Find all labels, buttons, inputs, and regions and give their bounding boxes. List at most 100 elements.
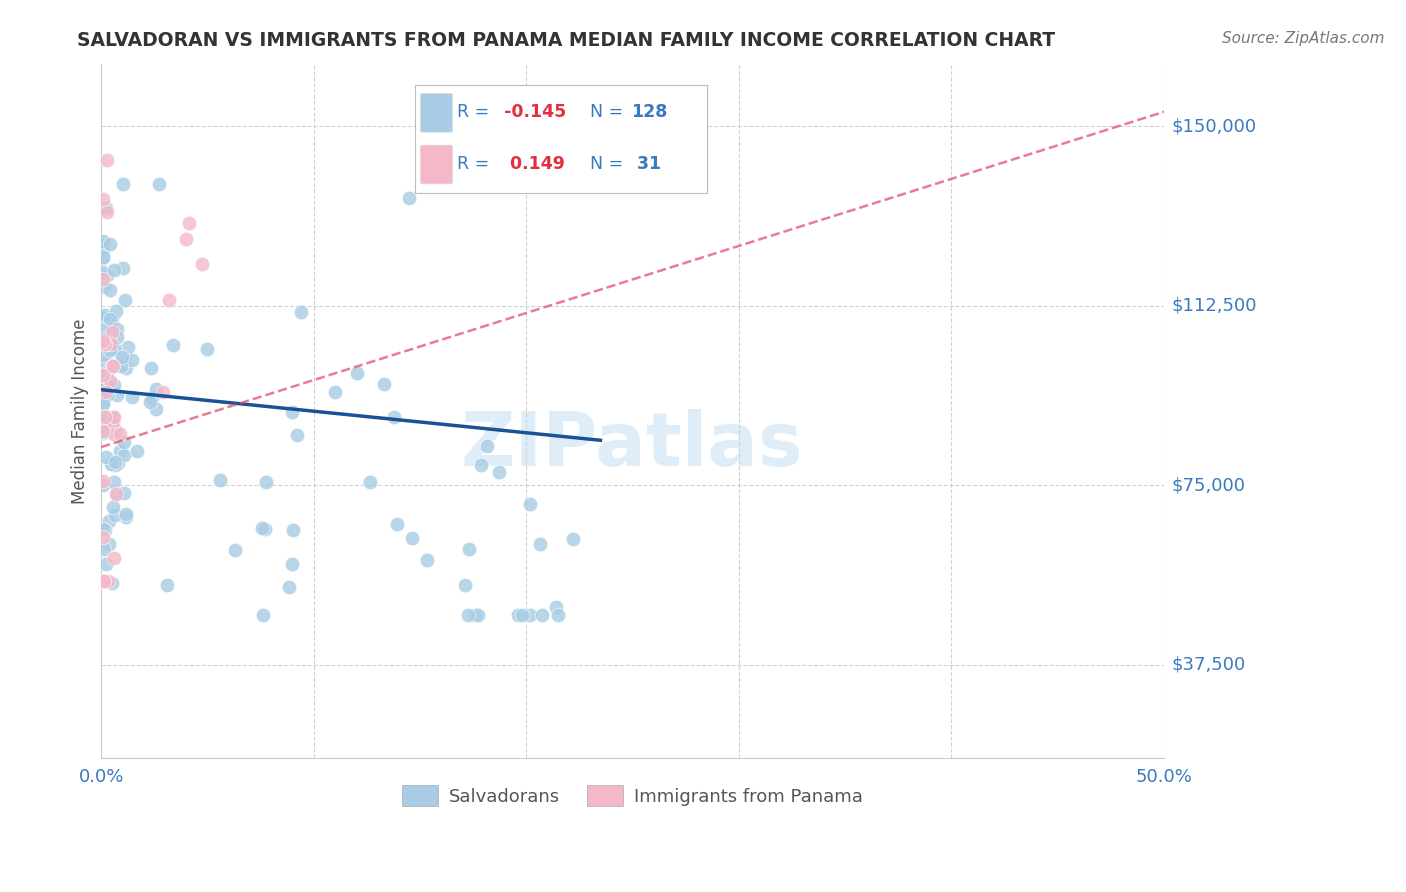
Point [96,268,118,282]
Legend: Salvadorans, Immigrants from Panama: Salvadorans, Immigrants from Panama [392,776,872,815]
Point [530,607,553,622]
Point [101,341,124,355]
Point [112,434,135,449]
Point [91,271,114,285]
Point [101,500,124,514]
Point [547,607,569,622]
Point [162,338,184,352]
Point [121,353,143,368]
Point [91,251,114,265]
Point [145,402,167,417]
Point [112,261,135,276]
Point [104,342,127,356]
Point [141,391,163,405]
Point [103,475,125,489]
Point [91,334,114,348]
Point [506,607,529,622]
Y-axis label: Median Family Income: Median Family Income [72,318,89,504]
Point [112,448,135,462]
Point [91,477,114,491]
Point [346,366,368,380]
Point [93,237,115,252]
Point [96,338,118,352]
Point [91,368,114,383]
Point [470,458,492,472]
Point [91,323,114,337]
Point [91,265,114,279]
Point [285,427,308,442]
Point [416,553,439,567]
Point [104,458,127,472]
Point [103,263,125,277]
Point [139,361,162,376]
Point [401,531,423,545]
Point [114,510,136,524]
Point [100,311,122,326]
Point [208,473,231,487]
Point [93,235,115,249]
Point [103,410,125,425]
Point [110,359,132,374]
Point [98,374,121,388]
Point [98,283,121,297]
Point [101,359,124,373]
Point [91,348,114,362]
Point [114,293,136,308]
Text: $37,500: $37,500 [1173,656,1246,674]
Point [290,305,312,319]
Point [93,425,115,440]
Point [195,342,218,356]
Point [101,415,124,429]
Point [155,578,177,592]
Point [457,607,479,622]
Point [281,523,304,537]
Point [252,607,274,622]
Point [105,304,128,318]
Point [93,574,115,589]
Point [97,537,120,551]
Point [105,387,128,401]
Point [91,474,114,488]
Point [93,244,115,259]
Point [191,257,214,271]
Point [91,310,114,325]
Point [91,332,114,346]
Point [325,385,347,400]
Point [519,607,541,622]
Point [100,337,122,351]
Point [94,308,117,322]
Point [105,487,128,501]
Point [103,426,125,441]
Point [111,350,134,364]
Point [177,216,200,230]
Point [91,530,114,544]
Point [101,410,124,425]
Point [152,384,174,399]
Point [93,280,115,294]
Point [91,395,114,409]
Point [224,542,246,557]
Point [127,444,149,458]
Point [94,202,117,216]
Point [529,537,551,551]
Point [100,359,122,373]
Point [100,325,122,339]
Point [385,517,408,532]
Point [454,578,477,592]
Point [100,457,122,471]
Point [97,385,120,400]
Point [107,456,129,470]
Point [98,312,121,326]
Point [254,522,277,536]
Point [467,607,489,622]
Point [488,465,510,479]
Point [94,450,117,465]
Point [519,497,541,511]
Point [382,410,405,425]
Point [94,409,117,424]
Text: ZIPatlas: ZIPatlas [461,409,804,483]
Point [104,508,127,523]
Point [464,607,486,622]
Point [110,443,132,458]
Point [91,378,114,392]
